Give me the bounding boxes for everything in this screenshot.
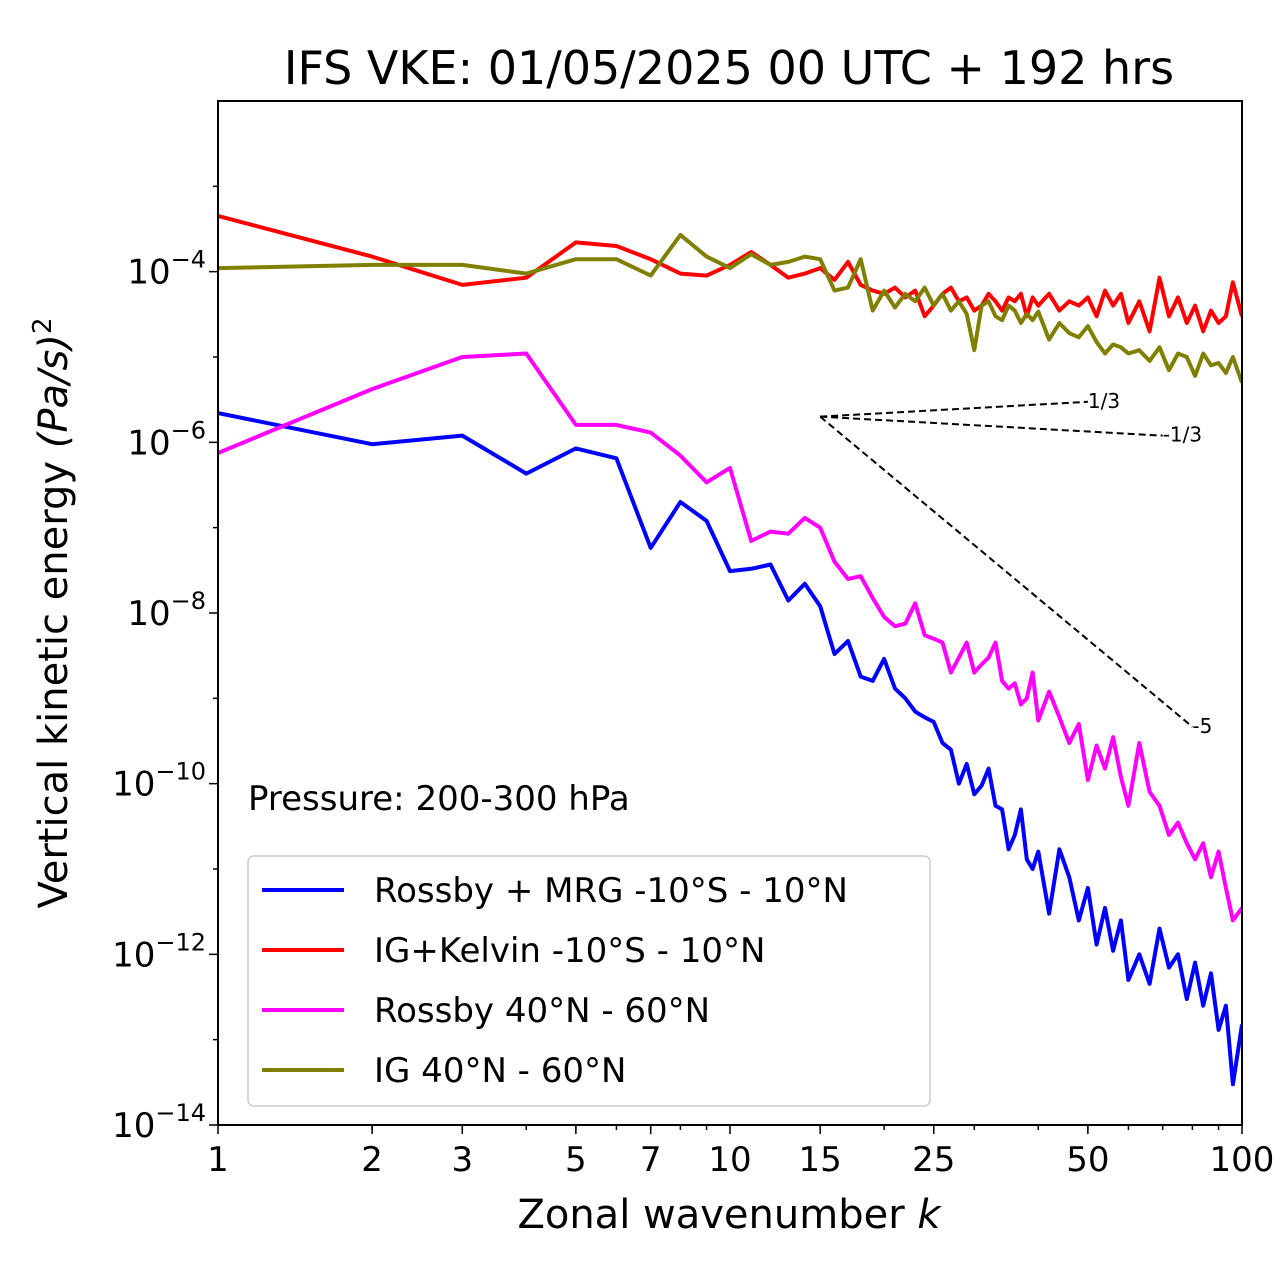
legend-label-1: Rossby + MRG -10°S - 10°N xyxy=(374,871,848,911)
reference-slope-line-1 xyxy=(820,400,1088,418)
x-tick-label: 5 xyxy=(565,1140,587,1180)
y-tick-label: 10−8 xyxy=(127,587,206,634)
y-axis-label-unit: (Pa/s) xyxy=(31,334,77,448)
x-tick-label: 1 xyxy=(207,1140,229,1180)
y-tick-label: 10−12 xyxy=(112,928,206,975)
series-line-3 xyxy=(218,351,1242,923)
x-tick-label: 50 xyxy=(1066,1140,1109,1180)
reference-slope-label-2: -1/3 xyxy=(1163,423,1202,447)
legend-label-3: Rossby 40°N - 60°N xyxy=(374,991,710,1031)
x-tick-label: 15 xyxy=(799,1140,842,1180)
reference-slope-label-3: -5 xyxy=(1192,714,1212,738)
chart-title: IFS VKE: 01/05/2025 00 UTC + 192 hrs xyxy=(284,41,1174,95)
y-axis-label-text: Vertical kinetic energy xyxy=(31,461,77,909)
legend-label-2: IG+Kelvin -10°S - 10°N xyxy=(374,931,765,971)
series-line-4 xyxy=(218,232,1242,384)
y-tick-label: 10−14 xyxy=(112,1099,206,1146)
legend: Rossby + MRG -10°S - 10°N IG+Kelvin -10°S… xyxy=(247,855,931,1107)
x-tick-label: 3 xyxy=(451,1140,473,1180)
x-tick-label: 25 xyxy=(912,1140,955,1180)
reference-slope-line-3 xyxy=(819,415,1194,728)
x-tick-label: 2 xyxy=(361,1140,383,1180)
y-axis-label-exponent: 2 xyxy=(28,318,58,335)
reference-slope-line-2 xyxy=(820,415,1163,437)
y-tick-label: 10−10 xyxy=(112,758,206,805)
legend-frame xyxy=(247,855,931,1107)
y-tick-label: 10−6 xyxy=(127,416,206,463)
legend-label-4: IG 40°N - 60°N xyxy=(374,1051,626,1091)
y-axis-label: Vertical kinetic energy (Pa/s)2 xyxy=(28,318,77,909)
series-layer xyxy=(218,213,1242,1087)
svg-text:Zonal wavenumber k: Zonal wavenumber k xyxy=(517,1192,942,1238)
x-tick-label: 10 xyxy=(708,1140,751,1180)
x-tick-label: 100 xyxy=(1210,1140,1275,1180)
reference-slopes: 1/3 -1/3 -5 xyxy=(819,389,1212,738)
x-axis-label-text: Zonal wavenumber xyxy=(517,1192,905,1238)
y-tick-label: 10−4 xyxy=(127,246,206,293)
svg-text:Vertical kinetic energy (Pa/s): Vertical kinetic energy (Pa/s)2 xyxy=(28,318,77,909)
x-axis-label: Zonal wavenumber k xyxy=(517,1192,942,1238)
reference-slope-label-1: 1/3 xyxy=(1088,389,1120,413)
series-line-1 xyxy=(218,411,1242,1087)
x-tick-label: 7 xyxy=(640,1140,662,1180)
x-axis-label-variable: k xyxy=(917,1192,942,1238)
pressure-annotation: Pressure: 200-300 hPa xyxy=(248,779,630,819)
axes: 1 2 3 5 7 10 15 25 50 100 10−4 10−6 10−8 10−10 10−12 10… xyxy=(112,100,1275,1180)
